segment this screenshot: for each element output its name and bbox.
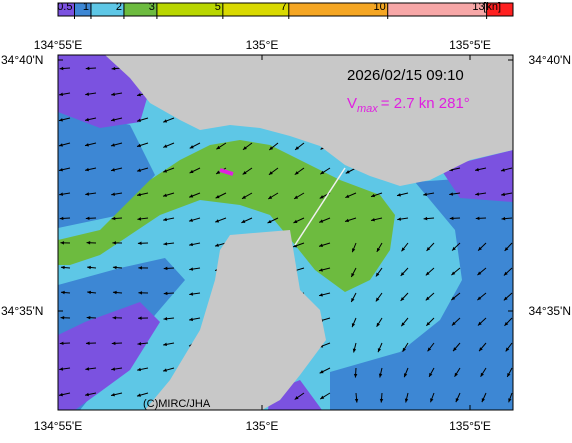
lon-label: 135°5'E <box>449 419 491 433</box>
lon-label: 135°E <box>246 38 279 52</box>
lat-label: 34°40'N <box>529 53 571 67</box>
lat-label: 34°35'N <box>529 304 571 318</box>
colorbar-tick-label: 0.5 <box>57 1 72 13</box>
lat-label: 34°40'N <box>1 53 43 67</box>
vmax-symbol: V <box>347 95 357 112</box>
lon-label: 135°5'E <box>449 38 491 52</box>
colorbar-tick-label: 5 <box>215 1 221 13</box>
lat-label: 34°35'N <box>1 304 43 318</box>
credit: (C)MIRC/JHA <box>143 398 211 410</box>
colorbar-tick-label: 10 <box>373 1 385 13</box>
lon-label: 135°E <box>246 419 279 433</box>
colorbar-tick-label: 7 <box>281 1 287 13</box>
colorbar-unit: [kn] <box>483 1 501 13</box>
colorbar-segment <box>157 3 223 16</box>
timestamp: 2026/02/15 09:10 <box>347 67 464 84</box>
colorbar-tick-label: 2 <box>116 1 122 13</box>
vmax-subscript: max <box>357 103 378 115</box>
colorbar-segment <box>223 3 289 16</box>
vmax-text: = 2.7 kn 281° <box>381 95 470 112</box>
colorbar-tick-label: 3 <box>149 1 155 13</box>
colorbar-tick-label: 1 <box>83 1 89 13</box>
lon-label: 134°55'E <box>34 419 82 433</box>
lon-label: 134°55'E <box>34 38 82 52</box>
